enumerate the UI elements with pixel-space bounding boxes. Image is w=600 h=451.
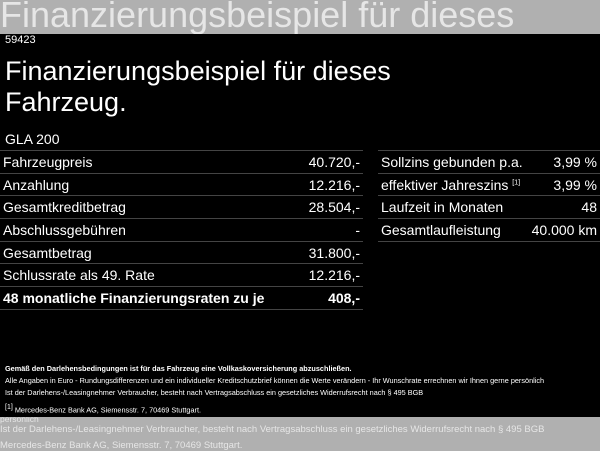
background-title: Finanzierungsbeispiel für dieses — [0, 0, 515, 35]
row-value: 3,99 % — [527, 150, 600, 174]
row-label: Gesamtkreditbetrag — [0, 195, 299, 220]
footnote: [1] Mercedes-Benz Bank AG, Siemensstr. 7… — [5, 402, 595, 417]
background-withdrawal: Ist der Darlehens-/Leasingnehmer Verbrau… — [0, 424, 545, 435]
financing-overlay: 59423 Finanzierungsbeispiel für dieses Fa… — [0, 34, 600, 417]
row-label-text: 48 monatliche Finanzierungsraten zu je — [3, 289, 265, 306]
row-label-text: Schlussrate als 49. Rate — [3, 267, 155, 284]
row-label: Gesamtlaufleistung — [378, 218, 528, 242]
offer-id: 59423 — [5, 34, 36, 46]
background-footnote: Mercedes-Benz Bank AG, Siemensstr. 7, 70… — [0, 440, 243, 451]
row-value: 12.216,- — [298, 263, 363, 288]
row-label: Abschlussgebühren — [0, 218, 299, 242]
row-value: - — [298, 218, 363, 242]
table-row: Fahrzeugpreis 40.720,- — [0, 150, 363, 174]
row-value: 408,- — [298, 286, 363, 310]
row-label-text: effektiver Jahreszins — [381, 176, 509, 193]
financing-table: Fahrzeugpreis 40.720,- Anzahlung 12.216,- Ge… — [0, 150, 363, 310]
table-row: Schlussrate als 49. Rate 12.216,- — [0, 263, 363, 288]
row-label: Sollzins gebunden p.a. — [378, 150, 528, 174]
row-label-text: Gesamtbetrag — [3, 244, 92, 261]
row-label-text: Fahrzeugpreis — [3, 153, 93, 170]
row-label-text: Anzahlung — [3, 176, 70, 193]
row-label: effektiver Jahreszins [1] — [378, 173, 528, 197]
row-value: 40.000 km — [527, 218, 600, 242]
footnote-ref: [1] — [512, 178, 521, 186]
disclaimer-note: Alle Angaben in Euro - Rundungsdifferenz… — [5, 376, 545, 386]
row-label: Fahrzeugpreis — [0, 150, 299, 174]
row-label-text: Laufzeit in Monaten — [381, 199, 504, 216]
row-label-text: Gesamtlaufleistung — [381, 221, 501, 238]
row-label-text: Sollzins gebunden p.a. — [381, 153, 523, 170]
row-label: Laufzeit in Monaten — [378, 195, 528, 220]
row-value: 3,99 % — [527, 173, 600, 197]
row-label: Schlussrate als 49. Rate — [0, 263, 299, 288]
page-title: Finanzierungsbeispiel für dieses Fahrzeug… — [5, 56, 391, 118]
table-row: Laufzeit in Monaten 48 — [378, 195, 600, 220]
withdrawal-note: Ist der Darlehens-/Leasingnehmer Verbrau… — [5, 388, 424, 398]
row-label-text: Abschlussgebühren — [3, 221, 126, 238]
footnote-text: Mercedes-Benz Bank AG, Siemensstr. 7, 70… — [14, 405, 201, 415]
row-value: 48 — [527, 195, 600, 220]
footnote-mark: [1] — [5, 403, 13, 411]
row-value: 40.720,- — [298, 150, 363, 174]
row-value: 31.800,- — [298, 241, 363, 265]
row-label: Anzahlung — [0, 173, 299, 197]
table-row: Gesamtkreditbetrag 28.504,- — [0, 195, 363, 220]
row-value: 12.216,- — [298, 173, 363, 197]
table-row: effektiver Jahreszins [1] 3,99 % — [378, 173, 600, 197]
row-label: Gesamtbetrag — [0, 241, 299, 265]
insurance-note: Gemäß den Darlehensbedingungen ist für d… — [5, 364, 352, 373]
table-row: Abschlussgebühren - — [0, 218, 363, 242]
table-row: 48 monatliche Finanzierungsraten zu je 40… — [0, 286, 363, 310]
table-row: Gesamtlaufleistung 40.000 km — [378, 218, 600, 242]
model-name: GLA 200 — [5, 131, 60, 147]
row-value: 28.504,- — [298, 195, 363, 220]
title-line-1: Finanzierungsbeispiel für dieses — [5, 56, 391, 86]
legal-notes: Gemäß den Darlehensbedingungen ist für d… — [5, 363, 595, 416]
table-row: Anzahlung 12.216,- — [0, 173, 363, 197]
interest-table: Sollzins gebunden p.a. 3,99 % effektiver J… — [378, 150, 600, 242]
row-label-text: Gesamtkreditbetrag — [3, 199, 126, 216]
row-label: 48 monatliche Finanzierungsraten zu je — [0, 286, 299, 310]
title-line-2: Fahrzeug. — [5, 87, 127, 117]
table-row: Gesamtbetrag 31.800,- — [0, 241, 363, 265]
table-row: Sollzins gebunden p.a. 3,99 % — [378, 150, 600, 174]
